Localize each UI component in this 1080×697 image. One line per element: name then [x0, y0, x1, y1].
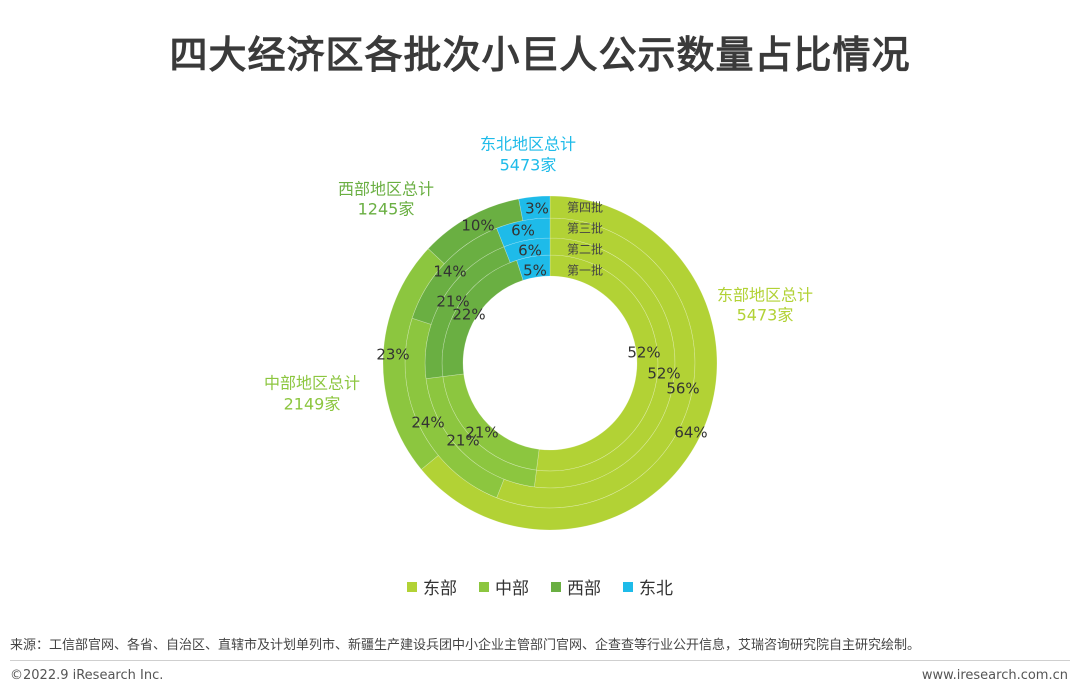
batch-label-2: 第二批 [567, 242, 603, 257]
pct-label-ring-2-northeast: 6% [518, 242, 542, 260]
source-note: 来源：工信部官网、各省、自治区、直辖市及计划单列市、新疆生产建设兵团中小企业主管… [10, 638, 921, 653]
pct-label-ring-1-west: 22% [452, 306, 485, 324]
batch-label-1: 第一批 [567, 263, 603, 278]
legend-swatch-central [479, 581, 489, 592]
legend-item-west[interactable]: 西部 [551, 574, 601, 599]
chart-legend: 东部 中部 西部 东北 [0, 574, 1080, 599]
pct-label-ring-2-west: 21% [436, 293, 469, 311]
pct-label-ring-1-northeast: 5% [523, 262, 547, 280]
pct-label-ring-1-east: 52% [627, 344, 660, 362]
pct-label-ring-2-central: 21% [446, 432, 479, 450]
legend-swatch-west [551, 581, 561, 592]
pct-label-ring-2-east: 52% [647, 365, 680, 383]
copyright: ©2022.9 iResearch Inc. [10, 668, 164, 683]
pct-label-ring-4-northeast: 3% [525, 200, 549, 218]
legend-item-northeast[interactable]: 东北 [623, 574, 673, 599]
pct-label-ring-3-central: 24% [411, 414, 444, 432]
region-total-label-east: 东部地区总计 [717, 286, 813, 305]
ring-2-segment-northeast [503, 237, 551, 263]
website-link[interactable]: www.iresearch.com.cn [921, 668, 1068, 683]
pct-label-ring-4-west: 10% [461, 217, 494, 235]
ring-4-segment-central [382, 248, 445, 470]
pct-label-ring-3-east: 56% [666, 380, 699, 398]
legend-item-central[interactable]: 中部 [479, 574, 529, 599]
ring-1-segment-central [442, 373, 540, 471]
ring-2-segment-east [533, 237, 676, 489]
legend-swatch-northeast [623, 581, 633, 592]
legend-label-east: 东部 [423, 579, 457, 599]
pct-label-ring-1-central: 21% [465, 424, 498, 442]
region-total-label-central: 中部地区总计 [264, 374, 360, 393]
ring-1-segment-northeast [516, 254, 551, 281]
region-total-label-west: 西部地区总计 [338, 180, 434, 199]
page-title: 四大经济区各批次小巨人公示数量占比情况 [169, 33, 911, 77]
region-total-label-northeast: 东北地区总计 [480, 135, 576, 154]
region-total-value-east: 5473家 [737, 306, 794, 325]
batch-label-3: 第三批 [567, 221, 603, 236]
batch-label-4: 第四批 [567, 200, 603, 215]
pct-label-ring-3-northeast: 6% [511, 222, 535, 240]
ring-4-segment-east [420, 195, 718, 531]
ring-3-segment-central [404, 317, 505, 499]
pct-label-ring-3-west: 14% [433, 263, 466, 281]
pct-label-ring-4-central: 23% [376, 346, 409, 364]
ring-2-segment-central [425, 376, 537, 488]
ring-3-segment-west [411, 227, 505, 325]
region-total-value-central: 2149家 [284, 395, 341, 414]
legend-label-central: 中部 [495, 579, 529, 599]
region-total-value-west: 1245家 [358, 200, 415, 219]
legend-label-northeast: 东北 [639, 579, 673, 599]
pct-label-ring-4-east: 64% [674, 424, 707, 442]
ring-4-segment-northeast [518, 195, 551, 221]
legend-item-east[interactable]: 东部 [407, 574, 457, 599]
legend-swatch-east [407, 581, 417, 592]
legend-label-west: 西部 [567, 579, 601, 599]
region-total-value-northeast: 5473家 [500, 156, 557, 175]
footer-divider [10, 660, 1070, 661]
